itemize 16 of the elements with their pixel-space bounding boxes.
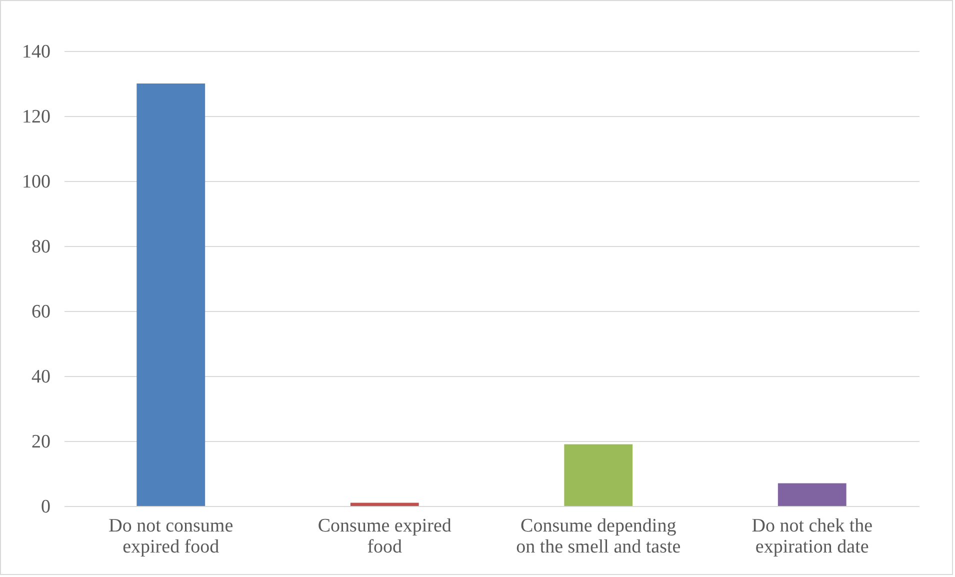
bar xyxy=(778,483,846,506)
x-tick-label: Do not chek the expiration date xyxy=(752,516,873,558)
y-tick-label: 20 xyxy=(32,432,50,452)
y-tick-label: 100 xyxy=(22,172,50,192)
y-tick-label: 80 xyxy=(32,236,50,258)
y-tick-label: 140 xyxy=(22,42,50,62)
x-tick-label: Do not consume expired food xyxy=(108,516,234,558)
bar xyxy=(136,84,206,506)
y-tick-label: 120 xyxy=(22,106,50,128)
bar xyxy=(564,444,633,506)
x-tick-label: Consume depending on the smell and taste xyxy=(516,516,681,558)
bar xyxy=(350,502,419,506)
y-tick-label: 0 xyxy=(41,496,50,518)
x-tick-label: Consume expired food xyxy=(318,516,452,558)
y-tick-label: 40 xyxy=(32,366,50,388)
y-tick-label: 60 xyxy=(32,302,50,322)
